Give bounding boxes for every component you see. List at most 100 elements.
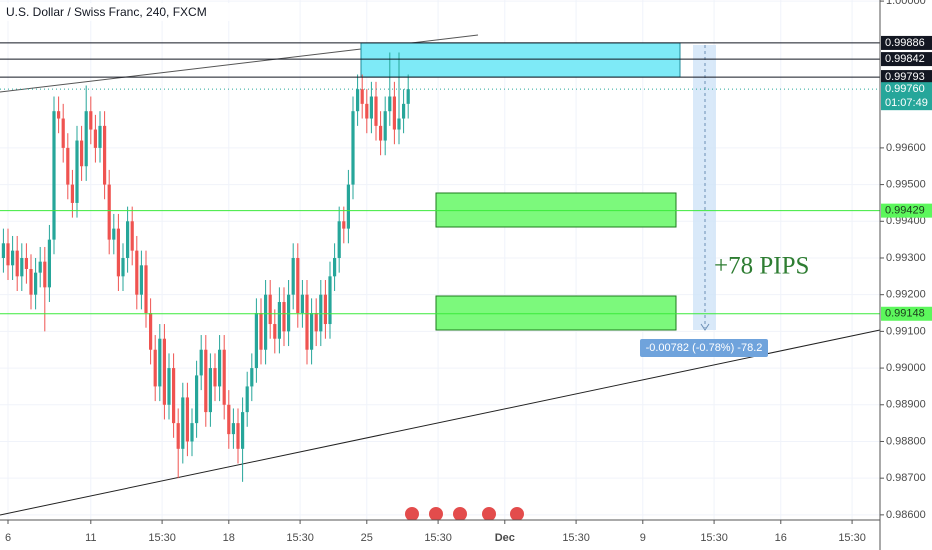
price-lines — [0, 42, 880, 315]
candle-body — [369, 96, 373, 119]
price-label: 0.99793 — [885, 71, 925, 83]
candle-body — [355, 89, 360, 112]
candle-body — [190, 423, 194, 442]
measure-label: -0.00782 (-0.78%) -78.2 — [646, 342, 763, 354]
candle-body — [351, 111, 355, 185]
candle-body — [250, 368, 254, 387]
y-tick-label: 0.99100 — [886, 325, 926, 337]
event-icon — [482, 507, 496, 521]
price-label: 0.99429 — [885, 205, 925, 217]
candle-body — [29, 268, 33, 295]
x-tick-label: Dec — [495, 532, 515, 544]
candle-body — [84, 111, 88, 167]
event-icon — [453, 507, 467, 521]
candle-body — [401, 103, 406, 119]
measure-band — [693, 45, 716, 330]
measure-label-box — [640, 339, 768, 357]
candle-body — [240, 412, 245, 449]
candle-body — [305, 294, 309, 350]
y-tick-label: 0.98800 — [886, 435, 926, 447]
x-tick-label: 25 — [361, 532, 373, 544]
title-bg — [0, 3, 232, 21]
x-axis-bg — [0, 520, 880, 550]
candle-body — [217, 349, 222, 387]
candle-body — [263, 294, 268, 350]
candle-body — [337, 221, 341, 258]
candle-body — [213, 368, 217, 387]
candle-body — [98, 125, 102, 148]
price-label-box — [881, 35, 932, 50]
support-zone — [435, 295, 677, 331]
candle-body — [227, 404, 231, 435]
last-price-label: 0.99760 — [885, 83, 925, 95]
event-icon — [510, 507, 524, 521]
candle-body — [268, 294, 272, 325]
candle-body — [34, 272, 38, 295]
candle-body — [397, 118, 401, 130]
candle-body — [52, 111, 56, 240]
candle-body — [374, 96, 378, 126]
y-tick-label: 0.99600 — [886, 142, 926, 154]
candle-body — [236, 423, 240, 449]
candle-body — [208, 368, 212, 413]
y-tick-label: 0.98600 — [886, 509, 926, 521]
x-tick-label: 6 — [5, 532, 11, 544]
measure-arrow-head — [700, 323, 710, 331]
x-tick-label: 11 — [85, 532, 96, 544]
candle-body — [309, 313, 314, 350]
candle-body — [254, 313, 258, 369]
candle-body — [116, 228, 121, 277]
candle-body — [346, 184, 350, 229]
candle-body — [158, 338, 162, 387]
candle-body — [66, 147, 70, 185]
candle-body — [282, 302, 286, 332]
price-label: 0.99148 — [885, 308, 925, 320]
trend-line — [0, 329, 881, 516]
candle-body — [103, 125, 107, 185]
y-tick-label: 0.98700 — [886, 472, 926, 484]
candle-body — [171, 368, 176, 424]
candle-body — [194, 375, 199, 424]
candle-body — [6, 243, 10, 266]
candle-body — [80, 140, 84, 167]
x-tick-label: 15:30 — [562, 532, 590, 544]
event-icons — [405, 507, 524, 521]
candle-body — [135, 250, 139, 295]
x-tick-label: 15:30 — [148, 532, 176, 544]
candle-body — [75, 140, 79, 203]
candle-body — [20, 257, 24, 277]
candle-body — [107, 184, 111, 240]
candle-body — [93, 129, 98, 148]
candle-body — [392, 96, 396, 130]
price-label: 0.99842 — [885, 53, 925, 65]
candle-body — [328, 276, 332, 325]
price-label-box — [881, 52, 932, 67]
candle-body — [1, 243, 6, 258]
candle-body — [24, 257, 29, 269]
candle-body — [222, 349, 226, 405]
candle-body — [15, 250, 19, 277]
candle-body — [342, 221, 346, 229]
event-icon — [405, 507, 419, 521]
candle-body — [181, 397, 185, 449]
x-tick-label: 15:30 — [286, 532, 314, 544]
support-zone — [435, 192, 677, 228]
candle-body — [332, 257, 337, 277]
candle-body — [43, 261, 47, 288]
candle-body — [126, 221, 130, 258]
candle-body — [112, 228, 116, 240]
y-tick-label: 0.99500 — [886, 178, 926, 190]
candle-body — [57, 111, 61, 119]
price-label-box — [881, 306, 932, 321]
price-label-box — [881, 70, 932, 85]
candle-body — [273, 324, 277, 339]
x-tick-label: 15:30 — [838, 532, 866, 544]
candle-body — [245, 386, 249, 413]
y-tick-label: 0.99400 — [886, 215, 926, 227]
candle-body — [61, 118, 65, 148]
candle-body — [277, 302, 281, 339]
candle-body — [365, 103, 369, 119]
event-icon — [429, 507, 443, 521]
candle-body — [148, 313, 153, 350]
candle-body — [296, 257, 300, 314]
